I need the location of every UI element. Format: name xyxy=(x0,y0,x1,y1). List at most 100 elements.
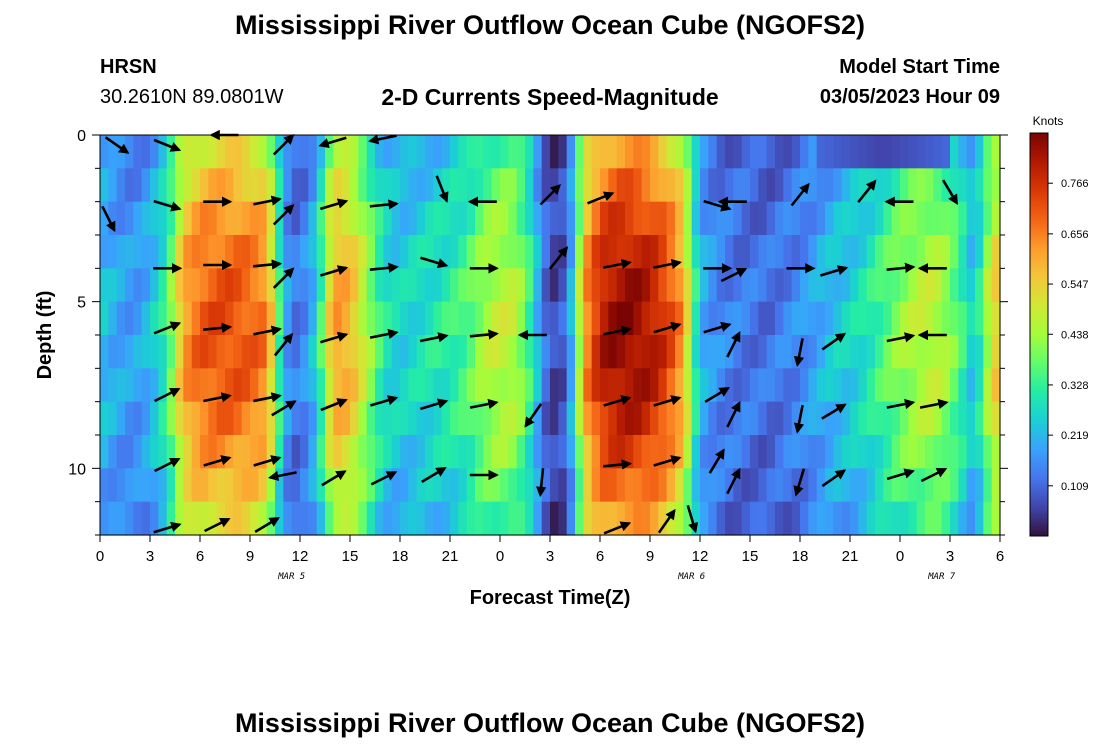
heatmap-cell xyxy=(766,301,776,336)
heatmap-cell xyxy=(783,435,793,469)
heatmap-cell xyxy=(183,368,193,403)
heatmap-cell xyxy=(200,368,209,403)
heatmap-cell xyxy=(725,468,734,503)
heatmap-cell xyxy=(558,201,568,236)
heatmap-cell xyxy=(516,301,526,336)
heatmap-cell xyxy=(350,268,359,303)
heatmap-cell xyxy=(158,501,168,536)
heatmap-cell xyxy=(250,235,259,269)
heatmap-cell xyxy=(216,168,226,203)
heatmap-cell xyxy=(491,468,501,503)
heatmap-cell xyxy=(575,335,584,369)
heatmap-cell xyxy=(416,301,426,336)
current-vector-arrow xyxy=(253,392,282,403)
heatmap-cell xyxy=(708,368,718,403)
heatmap-cell xyxy=(741,401,751,436)
heatmap-cell xyxy=(983,435,993,469)
heatmap-cell xyxy=(475,201,484,236)
heatmap-cell xyxy=(100,501,109,536)
heatmap-cell xyxy=(958,268,968,303)
heatmap-cell xyxy=(308,201,318,236)
current-vector-arrow xyxy=(435,175,449,203)
current-vector-arrow xyxy=(703,199,732,212)
heatmap-cell xyxy=(350,468,359,503)
heatmap-cell xyxy=(108,401,118,436)
heatmap-cell xyxy=(625,501,634,536)
heatmap-cell xyxy=(383,135,393,169)
heatmap-cell xyxy=(516,501,526,536)
heatmap-cell xyxy=(300,401,309,436)
heatmap-cell xyxy=(683,335,693,369)
heatmap-cell xyxy=(575,501,584,536)
heatmap-cell xyxy=(233,335,243,369)
heatmap-cell xyxy=(233,501,243,536)
heatmap-cell xyxy=(366,135,376,169)
heatmap-cell xyxy=(975,268,984,303)
heatmap-cell xyxy=(325,268,334,303)
heatmap-cell xyxy=(700,335,709,369)
heatmap-cell xyxy=(658,301,668,336)
heatmap-cell xyxy=(816,368,826,403)
heatmap-cell xyxy=(600,335,609,369)
heatmap-cell xyxy=(483,301,493,336)
heatmap-cell xyxy=(766,268,776,303)
heatmap-cell xyxy=(466,435,476,469)
heatmap-cell xyxy=(883,135,893,169)
heatmap-cell xyxy=(408,235,418,269)
heatmap-cell xyxy=(358,401,368,436)
heatmap-cell xyxy=(358,335,368,369)
heatmap-cell xyxy=(458,135,468,169)
heatmap-cell xyxy=(975,501,984,536)
heatmap-cell xyxy=(433,435,443,469)
current-vectors xyxy=(101,129,959,535)
heatmap-cell xyxy=(991,401,1001,436)
heatmap-cell xyxy=(625,301,634,336)
heatmap-cell xyxy=(583,335,593,369)
heatmap-cell xyxy=(566,201,576,236)
heatmap-cell xyxy=(825,401,834,436)
heatmap-cell xyxy=(275,368,284,403)
heatmap-cell xyxy=(108,368,118,403)
heatmap-cell xyxy=(800,401,809,436)
heatmap-cell xyxy=(633,201,643,236)
heatmap-cell xyxy=(808,501,818,536)
heatmap-cell xyxy=(358,435,368,469)
heatmap-cell xyxy=(391,301,401,336)
heatmap-cell xyxy=(891,301,901,336)
heatmap-cell xyxy=(150,435,159,469)
heatmap-cell xyxy=(541,335,551,369)
heatmap-cell xyxy=(541,501,551,536)
heatmap-cell xyxy=(591,435,601,469)
heatmap-cell xyxy=(783,335,793,369)
heatmap-cell xyxy=(991,368,1001,403)
heatmap-cell xyxy=(150,368,159,403)
heatmap-cell xyxy=(116,468,126,503)
heatmap-cell xyxy=(641,335,651,369)
heatmap-cell xyxy=(808,268,818,303)
heatmap-cell xyxy=(791,168,801,203)
heatmap-cell xyxy=(850,401,859,436)
heatmap-cell xyxy=(108,268,118,303)
heatmap-cell xyxy=(666,435,676,469)
heatmap-cell xyxy=(841,368,851,403)
current-vector-arrow xyxy=(253,195,282,206)
heatmap-cell xyxy=(658,401,668,436)
heatmap-cell xyxy=(866,135,876,169)
heatmap-cell xyxy=(541,301,551,336)
heatmap-cell xyxy=(166,268,176,303)
heatmap-cell xyxy=(650,401,659,436)
heatmap-cell xyxy=(733,335,743,369)
heatmap-cell xyxy=(458,268,468,303)
heatmap-cell xyxy=(175,401,184,436)
heatmap-cell xyxy=(216,335,226,369)
heatmap-cell xyxy=(616,135,626,169)
heatmap-cell xyxy=(216,268,226,303)
heatmap-cell xyxy=(900,235,909,269)
heatmap-cell xyxy=(600,401,609,436)
current-vector-arrow xyxy=(686,505,699,534)
heatmap-cell xyxy=(675,135,684,169)
heatmap-cell xyxy=(216,468,226,503)
heatmap-cell xyxy=(558,168,568,203)
heatmap-cell xyxy=(775,435,784,469)
